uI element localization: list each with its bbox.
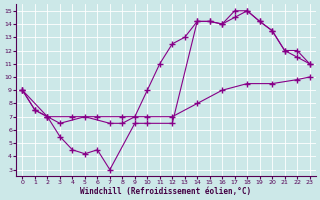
X-axis label: Windchill (Refroidissement éolien,°C): Windchill (Refroidissement éolien,°C)	[80, 187, 252, 196]
